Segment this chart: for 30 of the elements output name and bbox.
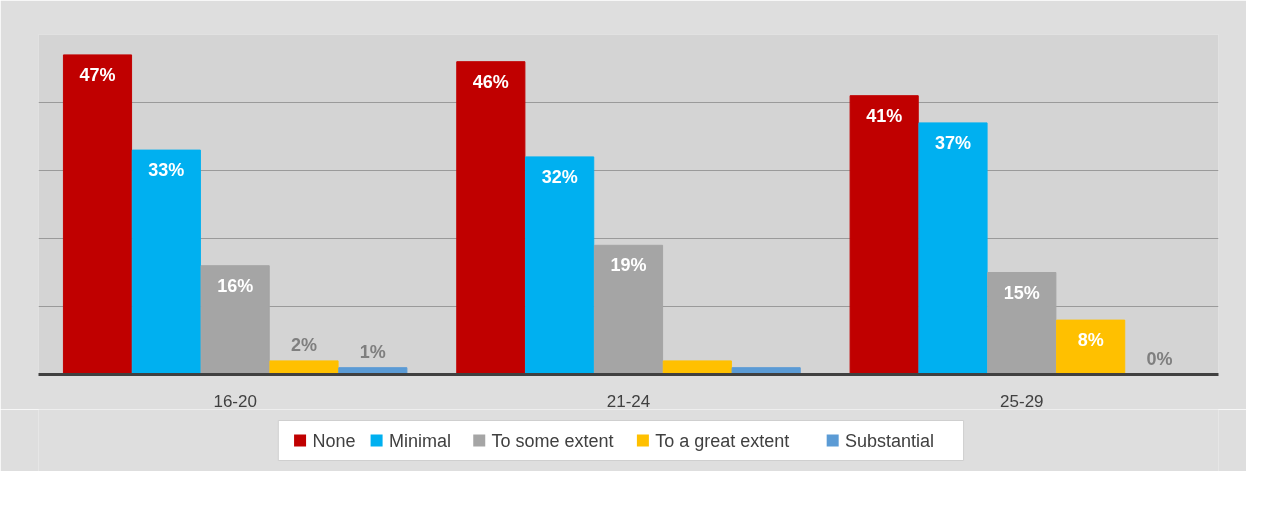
data-label: 41% [866, 105, 903, 126]
bar [269, 360, 339, 375]
data-label: 19% [610, 255, 647, 276]
data-label: 0% [1146, 348, 1173, 369]
x-tick-label: 21-24 [606, 391, 651, 411]
bar [456, 61, 526, 375]
bar [662, 360, 732, 375]
data-label: 15% [1003, 282, 1040, 303]
bar [131, 149, 201, 375]
data-label: 2% [290, 334, 318, 355]
data-label: 8% [1077, 330, 1104, 351]
legend-label: To some extent [491, 430, 614, 451]
data-label: 1% [359, 341, 386, 362]
data-label: 16% [217, 275, 254, 296]
legend-label: To a great extent [655, 430, 790, 451]
bar [1056, 319, 1126, 375]
bar [849, 95, 919, 375]
data-label: 37% [934, 132, 972, 153]
data-label: 32% [541, 166, 578, 187]
bar [918, 122, 988, 375]
data-label: 33% [148, 160, 185, 181]
data-label: 47% [79, 64, 116, 85]
data-label: 46% [472, 71, 509, 92]
x-tick-label: 25-29 [1000, 391, 1044, 411]
bar [525, 156, 595, 375]
bar [62, 54, 133, 375]
legend-label: None [312, 430, 356, 451]
legend-label: Minimal [388, 430, 451, 451]
x-tick-label: 16-20 [213, 391, 257, 411]
legend-label: Substantial [844, 430, 935, 451]
